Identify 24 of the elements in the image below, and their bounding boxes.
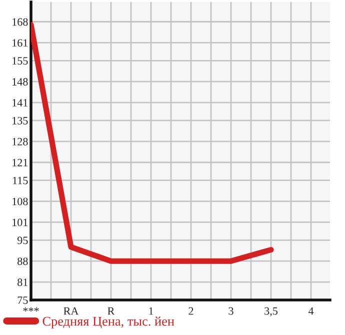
- y-tick-label: 75: [18, 296, 28, 304]
- x-tick-label: 4: [308, 307, 314, 315]
- y-tick-label: 148: [12, 78, 28, 86]
- y-tick-label: 108: [12, 198, 28, 206]
- x-tick-label: 3,5: [264, 307, 278, 316]
- y-tick-label: 141: [12, 99, 28, 106]
- y-tick-label: 128: [12, 138, 28, 146]
- y-tick-label: 155: [12, 57, 28, 65]
- x-tick-label: 2: [188, 307, 194, 315]
- y-tick-label: 115: [12, 176, 28, 184]
- y-tick-label: 161: [12, 39, 28, 47]
- y-tick-label: 81: [18, 278, 28, 286]
- y-tick-label: 168: [12, 18, 28, 26]
- x-tick-label: ***: [23, 307, 39, 312]
- x-tick-label: RA: [64, 307, 79, 315]
- y-tick-label: 121: [12, 158, 28, 166]
- y-tick-label: 88: [18, 258, 28, 266]
- y-tick-label: 101: [12, 218, 28, 226]
- y-tick-label: 95: [17, 236, 28, 244]
- legend-label: Средняя Цена, тыс. йен: [42, 316, 174, 328]
- x-tick-label: 3: [228, 307, 234, 315]
- x-tick-label: 1: [149, 307, 154, 315]
- y-tick-label: 135: [12, 116, 28, 124]
- x-tick-label: R: [108, 307, 115, 315]
